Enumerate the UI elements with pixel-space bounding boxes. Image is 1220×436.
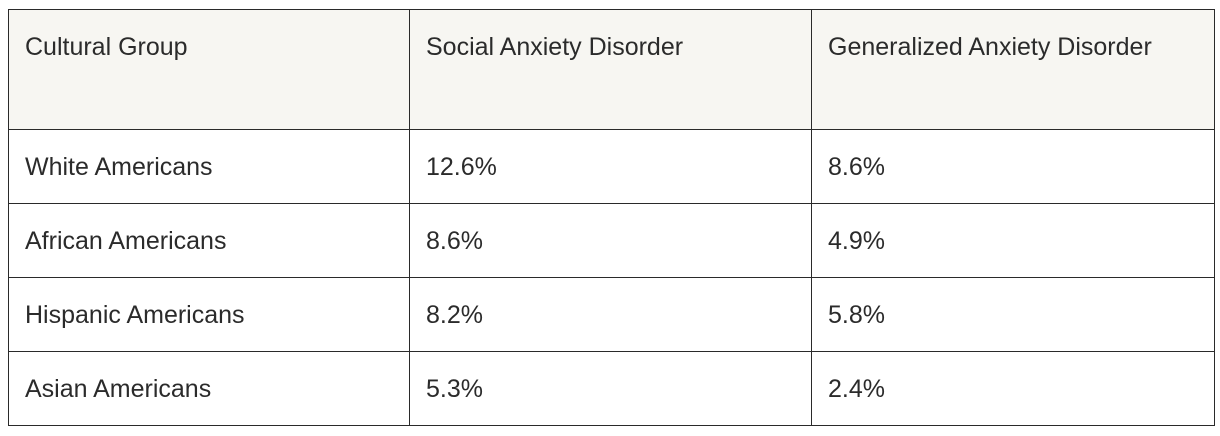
cell-social-anxiety: 8.2% [409,277,812,352]
table-row: African Americans 8.6% 4.9% [8,203,1215,278]
cell-generalized-anxiety: 5.8% [811,277,1215,352]
cell-cultural-group: Hispanic Americans [8,277,410,352]
cell-social-anxiety: 12.6% [409,129,812,204]
header-cultural-group: Cultural Group [8,9,410,130]
cell-cultural-group: White Americans [8,129,410,204]
header-social-anxiety: Social Anxiety Disorder [409,9,812,130]
table-row: Asian Americans 5.3% 2.4% [8,351,1215,426]
table-row: White Americans 12.6% 8.6% [8,129,1215,204]
anxiety-table-container: Cultural Group Social Anxiety Disorder G… [8,9,1215,426]
cell-cultural-group: Asian Americans [8,351,410,426]
cell-generalized-anxiety: 2.4% [811,351,1215,426]
header-row: Cultural Group Social Anxiety Disorder G… [8,9,1215,130]
cell-social-anxiety: 8.6% [409,203,812,278]
cell-generalized-anxiety: 8.6% [811,129,1215,204]
table-body: White Americans 12.6% 8.6% African Ameri… [8,129,1215,426]
table-header: Cultural Group Social Anxiety Disorder G… [8,9,1215,130]
table-row: Hispanic Americans 8.2% 5.8% [8,277,1215,352]
cell-social-anxiety: 5.3% [409,351,812,426]
header-generalized-anxiety: Generalized Anxiety Disorder [811,9,1215,130]
cell-cultural-group: African Americans [8,203,410,278]
anxiety-prevalence-table: Cultural Group Social Anxiety Disorder G… [8,9,1215,426]
cell-generalized-anxiety: 4.9% [811,203,1215,278]
